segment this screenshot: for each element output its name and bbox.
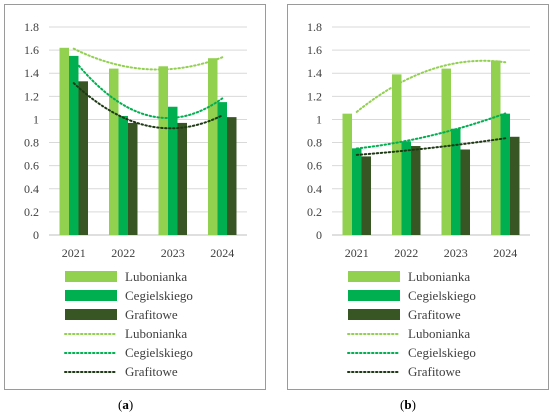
bar-cegielskiego	[168, 106, 178, 235]
legend-label-bar-cegielskiego: Cegielskiego	[125, 288, 193, 303]
bar-cegielskiego	[352, 148, 362, 235]
caption-a-letter: a	[122, 397, 129, 412]
y-tick-label: 1.6	[24, 43, 39, 57]
bar-cegielskiego	[217, 102, 227, 235]
legend-label-bar-cegielskiego: Cegielskiego	[408, 288, 476, 303]
chart-b-svg: 0 0.2 0.4 0.6 0.8 1 1.2 1.4 1.6 1.8 2021 2022 2023 20…	[307, 20, 530, 379]
caption-b-letter: b	[404, 397, 412, 412]
y-tick-label: 0.4	[24, 182, 39, 196]
bar-grafitowe	[177, 122, 187, 235]
bar-grafitowe	[227, 117, 237, 235]
y-tick-label: 0.2	[307, 205, 322, 219]
legend-label-bar-grafitowe: Grafitowe	[125, 307, 178, 322]
bar-grafitowe	[78, 81, 88, 235]
bar-grafitowe	[361, 156, 371, 235]
legend-swatch-bar-lubonianka	[348, 271, 400, 282]
y-tick-label: 0.8	[24, 136, 39, 150]
trendline-grafitowe	[72, 82, 224, 130]
chart-a-svg: 0 0.2 0.4 0.6 0.8 1 1.2 1.4 1.6 1.8 2021 2022 2023 20…	[24, 20, 247, 379]
legend-label-trend-grafitowe: Grafitowe	[125, 364, 178, 379]
legend-label-trend-cegielskiego: Cegielskiego	[408, 345, 476, 360]
bar-lubonianka	[208, 58, 218, 236]
y-tick-label: 1	[33, 112, 39, 126]
bar-grafitowe	[128, 122, 138, 235]
caption-a-open: (	[118, 397, 123, 412]
y-tick-label: 0	[316, 228, 322, 242]
legend-swatch-bar-cegielskiego	[65, 290, 117, 301]
trendline-grafitowe	[355, 137, 507, 156]
trendline-cegielskiego	[355, 112, 507, 150]
caption-b: (b)	[400, 397, 416, 413]
y-tick-label: 1.8	[307, 20, 322, 34]
legend-label-bar-grafitowe: Grafitowe	[408, 307, 461, 322]
y-tick-label: 0.6	[24, 159, 39, 173]
bar-grafitowe	[460, 149, 470, 235]
y-tick-label: 0	[33, 228, 39, 242]
bar-cegielskiego	[401, 141, 411, 235]
y-tick-label: 1.4	[24, 66, 39, 80]
chart-panel-a: 0 0.2 0.4 0.6 0.8 1 1.2 1.4 1.6 1.8 2021 2022 2023 20…	[4, 4, 266, 390]
legend-label-bar-lubonianka: Lubonianka	[408, 269, 470, 284]
y-tick-label: 1.2	[24, 89, 39, 103]
legend-label-trend-cegielskiego: Cegielskiego	[125, 345, 193, 360]
bar-cegielskiego	[118, 115, 128, 235]
bar-lubonianka	[158, 66, 168, 236]
bar-lubonianka	[109, 68, 119, 235]
y-tick-label: 1.4	[307, 66, 322, 80]
y-tick-label: 1.2	[307, 89, 322, 103]
bar-cegielskiego	[69, 55, 79, 236]
bar-lubonianka	[342, 113, 352, 235]
x-tick-label: 2022	[394, 246, 418, 260]
legend-swatch-bar-cegielskiego	[348, 290, 400, 301]
caption-b-open: (	[400, 397, 405, 412]
legend-swatch-bar-grafitowe	[65, 309, 117, 320]
bar-lubonianka	[392, 74, 402, 235]
legend-label-bar-lubonianka: Lubonianka	[125, 269, 187, 284]
trendline-lubonianka	[355, 59, 507, 113]
x-tick-label: 2024	[210, 246, 234, 260]
caption-a: (a)	[118, 397, 133, 413]
legend-swatch-bar-grafitowe	[348, 309, 400, 320]
bar-grafitowe	[411, 146, 421, 235]
y-tick-label: 0.4	[307, 182, 322, 196]
caption-b-close: )	[411, 397, 416, 412]
y-tick-label: 1.8	[24, 20, 39, 34]
x-tick-label: 2022	[111, 246, 135, 260]
bar-lubonianka	[491, 60, 501, 236]
bar-cegielskiego	[451, 128, 461, 235]
bar-grafitowe	[510, 136, 520, 235]
trendline-cegielskiego	[72, 58, 224, 119]
legend-swatch-bar-lubonianka	[65, 271, 117, 282]
x-tick-label: 2023	[444, 246, 468, 260]
trendline-lubonianka	[72, 47, 224, 71]
y-tick-label: 0.2	[24, 205, 39, 219]
bar-cegielskiego	[500, 113, 510, 235]
x-tick-label: 2023	[161, 246, 185, 260]
y-tick-label: 1	[316, 112, 322, 126]
y-tick-label: 1.6	[307, 43, 322, 57]
legend-label-trend-lubonianka: Lubonianka	[408, 326, 470, 341]
x-tick-label: 2021	[62, 246, 86, 260]
x-tick-label: 2021	[345, 246, 369, 260]
legend-label-trend-grafitowe: Grafitowe	[408, 364, 461, 379]
y-tick-label: 0.6	[307, 159, 322, 173]
legend-label-trend-lubonianka: Lubonianka	[125, 326, 187, 341]
y-tick-label: 0.8	[307, 136, 322, 150]
caption-a-close: )	[128, 397, 134, 412]
bar-lubonianka	[441, 68, 451, 235]
chart-panel-b: 0 0.2 0.4 0.6 0.8 1 1.2 1.4 1.6 1.8 2021 2022 2023 20…	[287, 4, 549, 390]
bar-lubonianka	[59, 47, 69, 235]
x-tick-label: 2024	[493, 246, 517, 260]
